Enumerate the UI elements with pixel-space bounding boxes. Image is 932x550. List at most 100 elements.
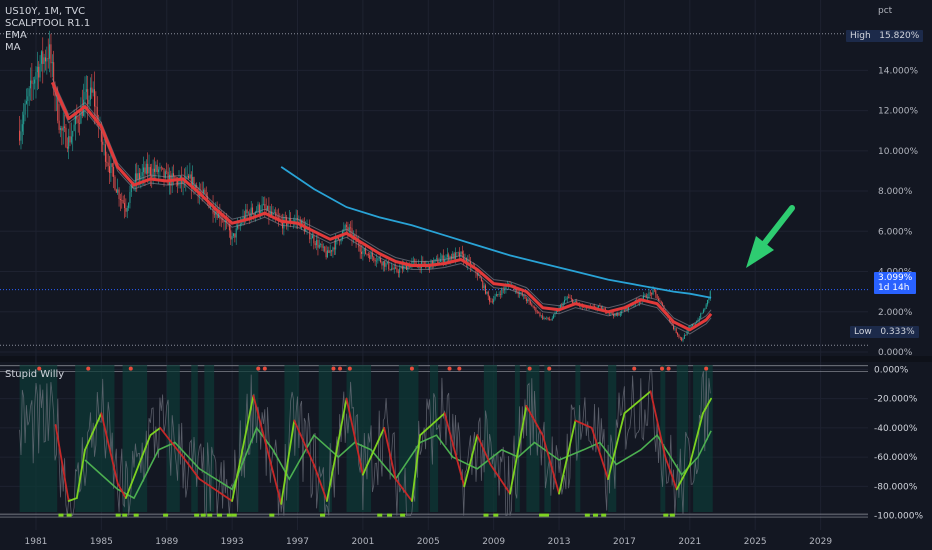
candle-body bbox=[657, 298, 659, 301]
candle-body bbox=[40, 51, 42, 64]
candle-body bbox=[111, 163, 113, 167]
candle-body bbox=[231, 236, 233, 240]
candle-body bbox=[390, 268, 392, 270]
candle-body bbox=[385, 263, 387, 267]
candle-body bbox=[543, 317, 545, 319]
candle-body bbox=[644, 294, 646, 296]
candle-body bbox=[162, 167, 164, 169]
candle-body bbox=[247, 212, 249, 214]
candle-body bbox=[173, 173, 175, 177]
candle-body bbox=[226, 220, 228, 223]
candle-body bbox=[527, 299, 529, 301]
candle-body bbox=[569, 297, 571, 299]
candle-body bbox=[51, 62, 53, 64]
candle-body bbox=[25, 100, 27, 104]
candle-body bbox=[92, 89, 94, 93]
candle-body bbox=[679, 336, 681, 338]
candle-body bbox=[72, 130, 74, 137]
price-candles bbox=[19, 30, 711, 343]
bottom-signal-dot bbox=[320, 513, 326, 517]
candle-body bbox=[273, 212, 275, 213]
low-label: Low bbox=[854, 327, 872, 337]
candle-body bbox=[628, 305, 630, 310]
candle-body bbox=[381, 262, 383, 266]
candle-body bbox=[354, 235, 356, 236]
candle-body bbox=[207, 196, 209, 201]
candle-body bbox=[534, 307, 536, 308]
candle-body bbox=[619, 313, 621, 316]
green-arrow-annotation bbox=[746, 205, 795, 268]
candle-body bbox=[129, 191, 131, 203]
candle-body bbox=[681, 337, 683, 341]
candle-body bbox=[107, 162, 109, 167]
candle-body bbox=[46, 58, 48, 62]
x-tick-label: 2017 bbox=[613, 537, 636, 547]
indicator-ema[interactable]: EMA bbox=[5, 30, 27, 41]
candle-body bbox=[613, 314, 615, 316]
candle-body bbox=[388, 262, 390, 270]
candle-body bbox=[311, 235, 313, 239]
candle-body bbox=[69, 136, 71, 143]
candle-body bbox=[65, 127, 67, 147]
bar-countdown: 1d 14h bbox=[878, 283, 910, 293]
candle-body bbox=[294, 219, 296, 222]
candle-body bbox=[401, 266, 403, 270]
candle-body bbox=[58, 120, 60, 130]
candle-body bbox=[568, 297, 570, 298]
osc-fast-segment bbox=[231, 394, 255, 502]
oscillator-title[interactable]: Stupid Willy bbox=[5, 369, 65, 380]
candle-body bbox=[42, 51, 44, 64]
x-tick-label: 1997 bbox=[286, 537, 309, 547]
candle-body bbox=[276, 215, 278, 218]
candle-body bbox=[546, 317, 548, 319]
bottom-signal-dot bbox=[483, 513, 489, 517]
osc-fast-segment bbox=[419, 412, 446, 437]
candle-body bbox=[84, 91, 86, 100]
candle-body bbox=[136, 173, 138, 180]
candle-body bbox=[68, 136, 70, 149]
candle-body bbox=[380, 257, 382, 263]
osc-fast-segment bbox=[272, 470, 283, 505]
top-signal-dot bbox=[347, 366, 352, 371]
candle-body bbox=[674, 328, 676, 330]
candle-body bbox=[64, 126, 66, 128]
y-tick-label: 0.000% bbox=[878, 348, 913, 358]
highlight-zone bbox=[318, 365, 332, 512]
candle-body bbox=[163, 168, 165, 178]
highlight-zone bbox=[122, 365, 148, 512]
candle-body bbox=[362, 250, 364, 254]
candle-body bbox=[322, 246, 324, 248]
candle-body bbox=[389, 269, 391, 270]
highlight-zone bbox=[204, 365, 215, 512]
candle-body bbox=[677, 332, 679, 335]
candle-body bbox=[359, 247, 361, 252]
top-signal-dot bbox=[666, 366, 671, 371]
candle-body bbox=[147, 163, 149, 174]
candle-body bbox=[232, 233, 234, 237]
indicator-ma[interactable]: MA bbox=[5, 42, 21, 53]
candle-body bbox=[482, 280, 484, 289]
candle-body bbox=[464, 257, 466, 262]
x-tick-label: 2021 bbox=[678, 537, 701, 547]
indicator-scalptool[interactable]: SCALPTOOL R1.1 bbox=[5, 18, 91, 29]
osc-fast-segment bbox=[590, 426, 609, 480]
candle-body bbox=[448, 254, 450, 261]
osc-fast-segment bbox=[607, 412, 626, 480]
candle-body bbox=[305, 227, 307, 232]
candle-body bbox=[290, 217, 292, 224]
candle-body bbox=[553, 314, 555, 319]
highlight-zone bbox=[575, 365, 581, 512]
candle-body bbox=[386, 262, 388, 264]
candle-body bbox=[709, 291, 711, 298]
highlight-zone bbox=[398, 365, 419, 512]
osc-fast-segment bbox=[116, 482, 127, 499]
bottom-signal-dot bbox=[539, 513, 545, 517]
arrow-shaft bbox=[761, 205, 795, 247]
y-tick-label: 6.000% bbox=[878, 227, 913, 237]
symbol-title[interactable]: US10Y, 1M, TVC bbox=[5, 6, 86, 17]
candle-body bbox=[528, 299, 530, 302]
top-signal-dot bbox=[527, 366, 532, 371]
candle-body bbox=[531, 303, 533, 307]
arrow-head bbox=[746, 236, 774, 268]
